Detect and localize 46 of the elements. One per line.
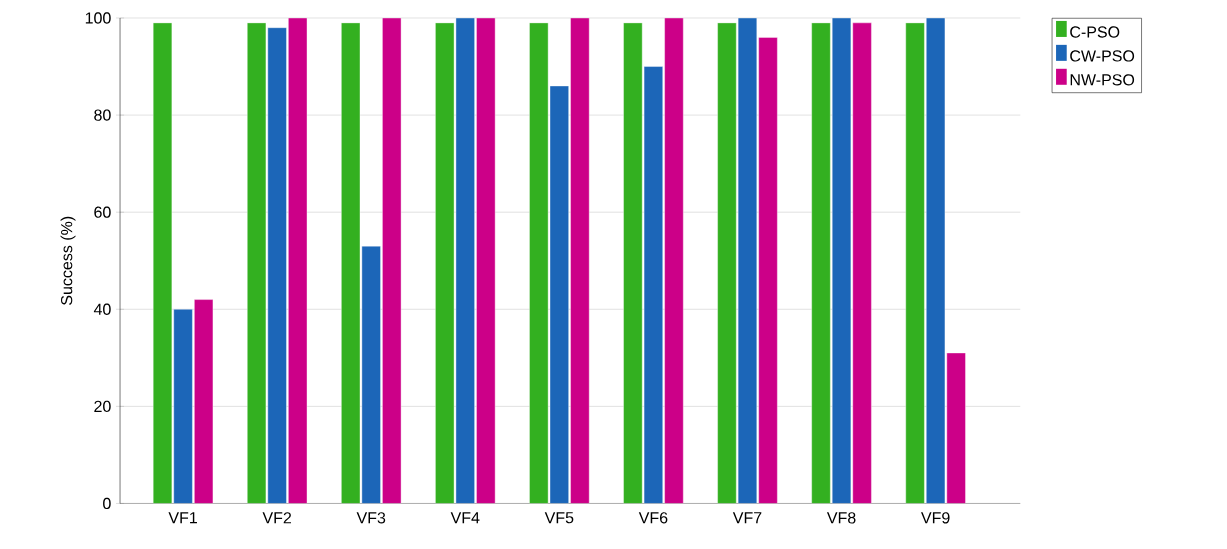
bar [717,22,737,504]
bar [173,308,193,504]
y-tick-label: 0 [103,497,111,509]
bar [852,22,872,504]
x-tick-label: VF7 [732,511,762,523]
bar [758,36,778,504]
y-tick-label: 80 [94,109,111,121]
y-axis-title: Success (%) [60,216,76,305]
x-tick-label: VF4 [450,511,480,523]
bar [623,22,643,504]
bar [194,299,214,504]
bar [643,66,663,504]
legend-label: NW-PSO [1070,73,1135,86]
bar [549,85,569,504]
bar [288,17,308,504]
bar [664,17,684,504]
bar [476,17,496,504]
bar [247,22,267,504]
x-tick-label: VF5 [544,511,574,524]
x-tick-label: VF1 [168,511,197,523]
bar [341,22,361,504]
y-tick-label: 100 [85,12,111,24]
bar [529,22,549,504]
bar [811,22,831,504]
y-tick-label: 60 [94,206,111,218]
x-tick-label: VF8 [826,511,856,524]
legend-label: C-PSO [1070,26,1120,38]
bar [737,17,758,504]
bar [946,352,966,504]
bar [382,17,402,504]
y-tick-label: 20 [94,400,111,412]
x-tick-label: VF6 [638,511,668,524]
bar [905,22,925,504]
x-tick-label: VF2 [262,511,292,524]
bar [926,17,946,504]
bar [455,17,475,504]
bar [570,17,590,504]
bar [361,245,381,504]
y-tick-label: 40 [93,303,111,315]
bar [832,17,852,504]
bar [435,22,455,504]
legend-label: CW-PSO [1070,50,1135,62]
bar [153,22,173,504]
bar [267,27,287,504]
x-tick-label: VF9 [921,511,950,524]
x-tick-label: VF3 [356,511,386,524]
